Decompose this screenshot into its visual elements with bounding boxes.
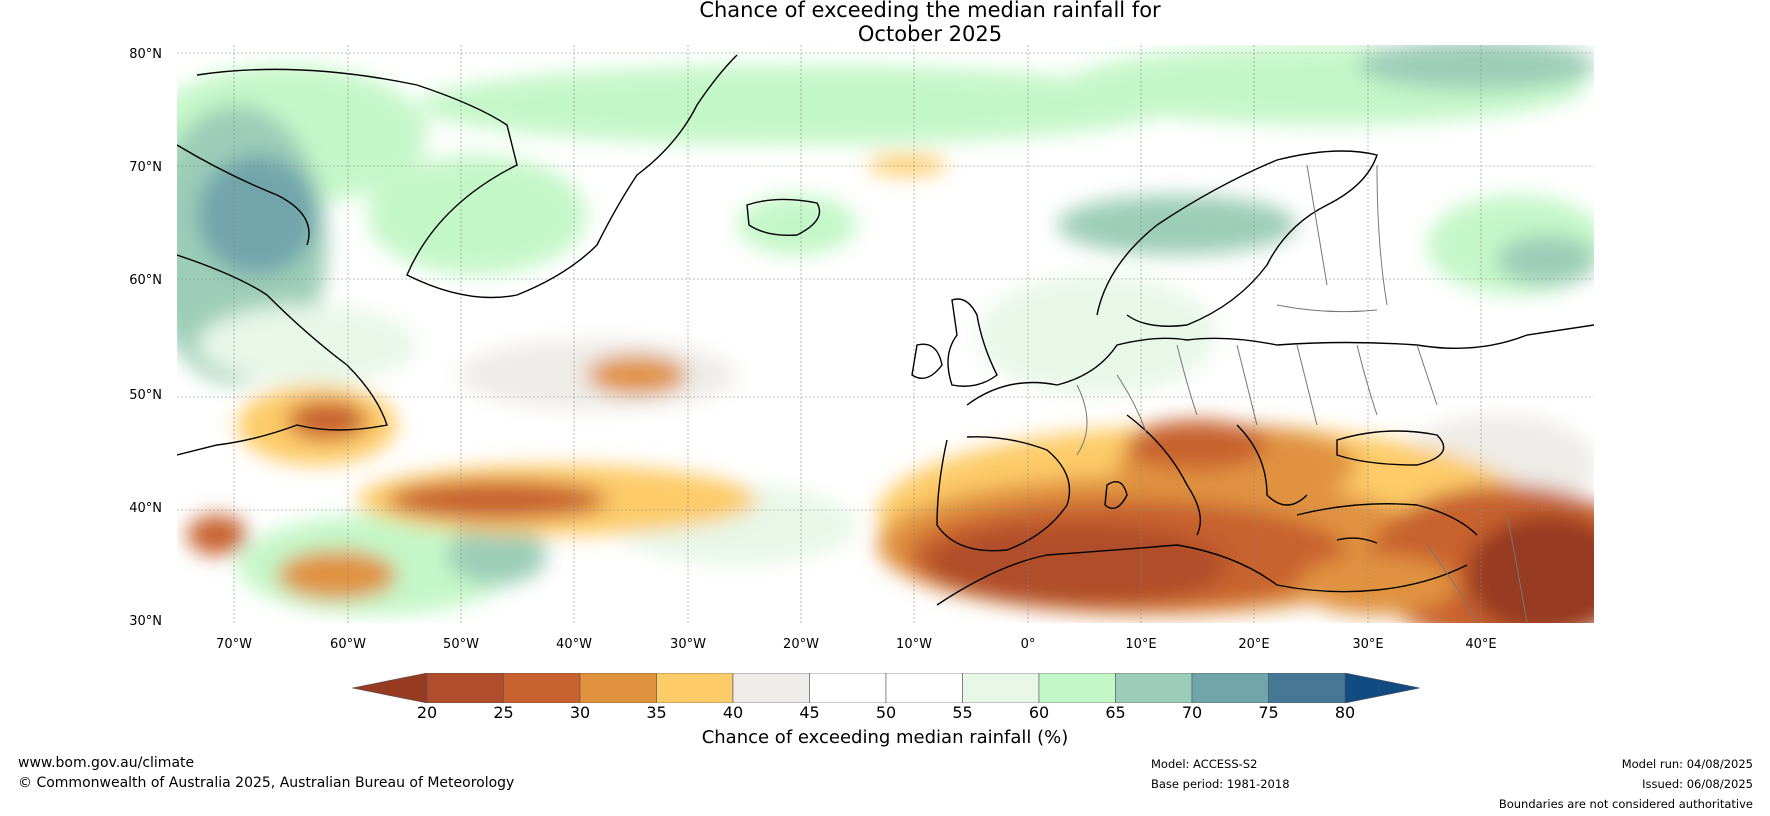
colorbar-segment: [579, 673, 657, 703]
map-title-line2: October 2025: [857, 22, 1003, 46]
colorbar-segment: [809, 673, 887, 703]
lon-label-30w: 30°W: [670, 637, 706, 652]
lon-label-40e: 40°E: [1465, 637, 1497, 652]
colorbar: [352, 673, 1420, 703]
colorbar-segment: [1268, 673, 1346, 703]
colorbar-tick-label: 35: [646, 703, 667, 722]
colorbar-segment: [503, 673, 581, 703]
lat-label-70n: 70°N: [129, 160, 162, 175]
map-title: Chance of exceeding the median rainfall …: [630, 0, 1230, 46]
colorbar-tick-label: 20: [416, 703, 438, 722]
footer-copyright: © Commonwealth of Australia 2025, Austra…: [18, 775, 515, 791]
lon-label-70w: 70°W: [216, 637, 252, 652]
colorbar-segment: [962, 673, 1040, 703]
map-canvas: [177, 45, 1594, 623]
footer-model-run: Model run: 04/08/2025: [1621, 757, 1753, 771]
lat-label-60n: 60°N: [129, 273, 162, 288]
colorbar-segment: [885, 673, 963, 703]
colorbar-tick-label: 65: [1105, 703, 1126, 722]
lon-label-20e: 20°E: [1238, 637, 1270, 652]
colorbar-segment: [656, 673, 734, 703]
colorbar-tick-label: 40: [722, 703, 744, 722]
footer-disclaimer: Boundaries are not considered authoritat…: [1498, 797, 1753, 811]
colorbar-segment: [1191, 673, 1269, 703]
colorbar-segment: [426, 673, 504, 703]
rainfall-map[interactable]: [177, 45, 1594, 623]
lon-label-50w: 50°W: [443, 637, 479, 652]
colorbar-extend-low: [352, 673, 428, 703]
colorbar-tick-label: 30: [569, 703, 591, 722]
lon-label-0: 0°: [1020, 637, 1036, 652]
lon-label-60w: 60°W: [330, 637, 366, 652]
colorbar-tick-label: 45: [799, 703, 820, 722]
colorbar-tick-label: 55: [952, 703, 973, 722]
colorbar-tick-label: 70: [1181, 703, 1203, 722]
footer-model: Model: ACCESS-S2: [1151, 757, 1258, 771]
colorbar-tick-label: 60: [1028, 703, 1050, 722]
colorbar-tick-label: 50: [875, 703, 897, 722]
lon-label-10e: 10°E: [1125, 637, 1157, 652]
lon-label-40w: 40°W: [556, 637, 592, 652]
colorbar-tick-label: 80: [1334, 703, 1356, 722]
footer-website: www.bom.gov.au/climate: [18, 755, 195, 771]
lat-label-50n: 50°N: [129, 388, 162, 403]
colorbar-segment: [1038, 673, 1116, 703]
colorbar-tick-label: 75: [1258, 703, 1279, 722]
lat-label-30n: 30°N: [129, 614, 162, 629]
colorbar-tick-label: 25: [493, 703, 514, 722]
country-borders: [1076, 164, 1528, 623]
lon-label-20w: 20°W: [783, 637, 819, 652]
lon-label-30e: 30°E: [1352, 637, 1384, 652]
footer-issued: Issued: 06/08/2025: [1642, 777, 1753, 791]
lon-label-10w: 10°W: [896, 637, 932, 652]
coastlines: [177, 54, 1594, 606]
colorbar-segment: [732, 673, 810, 703]
colorbar-extend-high: [1344, 673, 1420, 703]
graticule: [177, 45, 1594, 623]
lat-label-80n: 80°N: [129, 47, 162, 62]
colorbar-segment: [1115, 673, 1193, 703]
map-title-line1: Chance of exceeding the median rainfall …: [699, 0, 1161, 22]
colorbar-segments: [352, 673, 1420, 703]
lat-label-40n: 40°N: [129, 501, 162, 516]
colorbar-label: Chance of exceeding median rainfall (%): [701, 727, 1069, 748]
footer-base-period: Base period: 1981-2018: [1151, 777, 1290, 791]
